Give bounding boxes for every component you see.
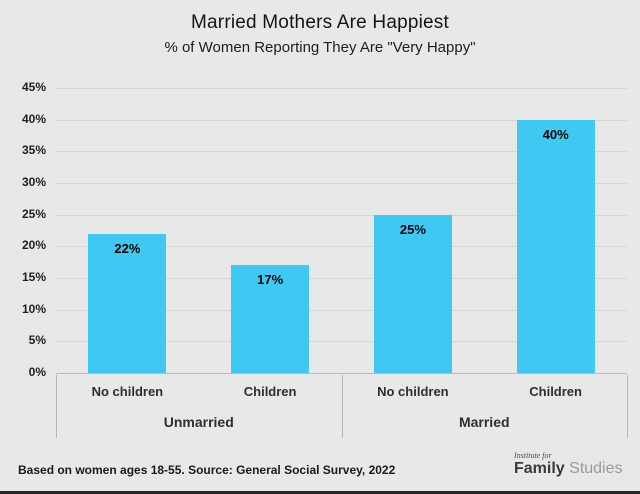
bar-value-label: 25% [399, 221, 426, 237]
y-tick-label: 20% [21, 238, 46, 253]
axis-divider [627, 375, 628, 438]
bar-value-label: 22% [114, 240, 141, 256]
gridline [56, 309, 627, 311]
bar: 40% [516, 119, 595, 373]
gridline [56, 88, 627, 89]
y-tick-label: 35% [21, 143, 46, 158]
gridline [56, 119, 627, 121]
category-label: Children [529, 384, 582, 399]
y-tick-label: 10% [21, 301, 46, 316]
group-label: Married [458, 414, 510, 430]
gridline [56, 151, 627, 153]
ifs-logo: Institute for Family Studies [514, 451, 624, 478]
y-tick-label: 25% [21, 206, 46, 221]
y-tick-label: 5% [28, 333, 46, 348]
gridline [56, 214, 627, 216]
y-tick-label: 0% [28, 365, 46, 379]
gridline [56, 183, 627, 184]
axis-divider [341, 375, 343, 438]
chart-subtitle: % of Women Reporting They Are "Very Happ… [164, 39, 476, 56]
y-tick-label: 45% [21, 80, 46, 94]
gridline [56, 246, 627, 248]
logo-family: Family [514, 460, 565, 477]
y-tick-label: 15% [21, 270, 46, 284]
bar: 17% [231, 265, 310, 373]
logo-studies: Studies [569, 460, 623, 477]
chart-title: Married Mothers Are Happiest [191, 12, 449, 33]
group-label: Unmarried [163, 414, 234, 430]
gridline [56, 278, 627, 279]
logo-institute-for: Institute for [514, 451, 552, 460]
bar: 22% [88, 233, 167, 373]
bar-value-label: 17% [257, 272, 284, 288]
logo-brand: Family Studies [514, 460, 624, 478]
category-label: No children [91, 384, 164, 399]
x-axis-line [56, 373, 627, 374]
gridline [56, 341, 627, 343]
y-tick-label: 40% [21, 111, 46, 126]
y-tick-label: 30% [21, 175, 46, 189]
bar-value-label: 40% [542, 126, 569, 142]
axis-divider [56, 375, 57, 438]
source-note: Based on women ages 18-55. Source: Gener… [18, 463, 396, 477]
category-label: No children [377, 384, 449, 399]
bar: 25% [373, 214, 452, 373]
category-label: Children [243, 384, 297, 399]
